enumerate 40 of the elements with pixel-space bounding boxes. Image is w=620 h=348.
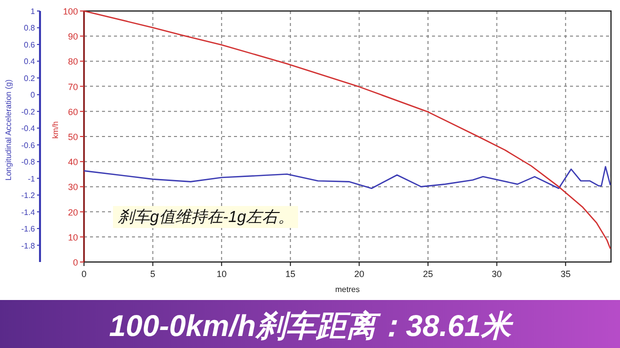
y2-tick-label: 50 xyxy=(68,132,78,142)
y-axis-title: Longitudinal Acceleration (g) xyxy=(4,79,13,180)
y-tick-label: -0.2 xyxy=(21,107,36,116)
y2-tick-label: 10 xyxy=(68,232,78,242)
y2-tick-label: 80 xyxy=(68,56,78,67)
y-tick-label: 1 xyxy=(30,7,36,16)
y-tick-label: -1.4 xyxy=(21,208,36,217)
x-tick-label: 35 xyxy=(560,269,571,279)
y2-tick-label: 30 xyxy=(68,182,78,192)
y-tick-label: -0.8 xyxy=(21,158,36,167)
y-tick-label: -1.2 xyxy=(21,191,36,200)
y-tick-label: 0.8 xyxy=(24,24,36,33)
x-tick-label: 20 xyxy=(354,269,364,279)
y2-tick-label: 20 xyxy=(68,207,78,218)
y2-tick-label: 90 xyxy=(68,32,78,42)
y2-tick-label: 70 xyxy=(68,82,78,92)
text: 100-0km/h刹车距离：38.61米 xyxy=(109,309,514,343)
y-tick-label: 0.6 xyxy=(24,40,36,50)
line-series xyxy=(83,166,611,190)
y-tick-label: -1.8 xyxy=(21,241,36,250)
y2-tick-label: 40 xyxy=(68,157,78,168)
y-tick-label: -0.6 xyxy=(21,140,36,150)
x-axis-title: metres xyxy=(335,285,360,294)
annotation: 刹车g值维持在-1g左右。 xyxy=(117,208,294,226)
x-tick-label: 0 xyxy=(81,269,87,279)
x-tick-label: 15 xyxy=(285,269,296,279)
x-tick-label: 10 xyxy=(216,269,227,279)
y-tick-label: 0.2 xyxy=(24,74,36,83)
x-tick-label: 25 xyxy=(422,269,434,279)
y2-tick-label: 60 xyxy=(68,106,78,117)
y-tick-label: 0.4 xyxy=(24,57,36,66)
y-tick-label: 0 xyxy=(30,90,36,100)
x-tick-label: 5 xyxy=(150,269,156,279)
x-tick-label: 30 xyxy=(492,269,502,279)
y-tick-label: -1.6 xyxy=(21,224,36,234)
y-tick-label: -1 xyxy=(28,174,36,184)
y-tick-label: -0.4 xyxy=(21,124,36,134)
y2-tick-label: 0 xyxy=(72,258,78,268)
y2-axis-title: km/h xyxy=(51,121,60,139)
y2-tick-label: 100 xyxy=(62,6,78,16)
